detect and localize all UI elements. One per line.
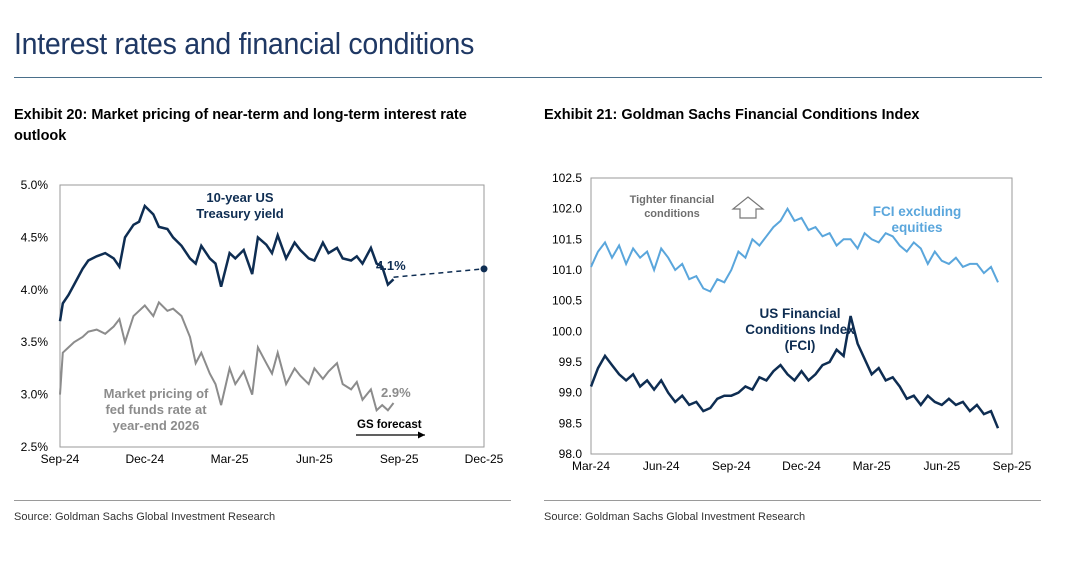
ex21-tighter-conditions-annotation: conditions: [644, 208, 700, 220]
ex21-series-fci-ex-equities: [590, 206, 999, 293]
ex21-y-tick-label: 102.5: [552, 171, 582, 185]
ex21-y-tick-label: 98.0: [559, 447, 583, 461]
ex20-y-tick-label: 4.0%: [21, 283, 49, 297]
exhibit-20-footer-rule: [14, 500, 511, 501]
ex21-x-tick-label: Sep-24: [712, 459, 751, 473]
ex20-x-tick-label: Dec-25: [465, 452, 504, 466]
exhibit-20-title: Exhibit 20: Market pricing of near-term …: [14, 107, 467, 144]
ex21-series-fci-ex-equities-label: equities: [891, 220, 942, 235]
ex21-y-tick-label: 101.5: [552, 232, 582, 246]
ex21-x-tick-label: Jun-24: [643, 459, 680, 473]
ex20-series-10y-label: 10-year US: [206, 190, 274, 205]
ex21-x-tick-label: Mar-25: [853, 459, 891, 473]
ex21-x-tick-label: Dec-24: [782, 459, 821, 473]
ex21-series-us-fci: [589, 315, 1000, 429]
ex20-y-tick-label: 4.5%: [21, 230, 49, 244]
ex20-fed-funds-end-label: 2.9%: [381, 385, 411, 400]
ex21-x-tick-label: Mar-24: [572, 459, 610, 473]
ex20-series-fed-funds: [59, 300, 395, 413]
ex20-gs-forecast-arrow-head: [418, 431, 425, 439]
ex21-series-fci-ex-equities-label: FCI excluding: [873, 204, 962, 219]
exhibit-21-source: Source: Goldman Sachs Global Investment …: [544, 511, 806, 523]
ex20-forecast-line: [393, 268, 485, 278]
ex20-x-tick-label: Jun-25: [296, 452, 333, 466]
ex20-x-tick-label: Mar-25: [211, 452, 249, 466]
ex21-y-tick-label: 99.0: [559, 386, 583, 400]
ex21-tighter-conditions-annotation: Tighter financial: [630, 194, 715, 206]
exhibit-21-footer-rule: [544, 500, 1041, 501]
ex20-series-10y-yield: [58, 203, 395, 322]
ex20-y-tick-label: 5.0%: [21, 178, 49, 192]
exhibit-21-title: Exhibit 21: Goldman Sachs Financial Cond…: [544, 107, 920, 123]
ex20-gs-forecast-annotation: GS forecast: [357, 419, 422, 431]
exhibit-20-source: Source: Goldman Sachs Global Investment …: [14, 511, 276, 523]
ex20-series-fed-funds-label: year-end 2026: [113, 418, 200, 433]
title-divider: [14, 77, 1042, 78]
ex21-series-us-fci-label: (FCI): [785, 338, 816, 353]
ex21-y-tick-label: 100.0: [552, 324, 582, 338]
ex20-y-tick-label: 3.0%: [21, 388, 49, 402]
ex20-10y-end-label: 4.1%: [376, 258, 406, 273]
ex21-up-arrow-icon: [731, 196, 765, 219]
ex21-y-tick-label: 98.5: [559, 416, 583, 430]
page-title: Interest rates and financial conditions: [14, 26, 475, 61]
ex20-series-10y-label: Treasury yield: [196, 206, 283, 221]
ex20-forecast-endpoint: [480, 265, 488, 273]
ex20-x-tick-label: Sep-25: [380, 452, 419, 466]
ex21-y-tick-label: 101.0: [552, 263, 582, 277]
ex20-y-tick-label: 3.5%: [21, 335, 49, 349]
ex21-plot-frame: [590, 177, 1013, 455]
ex21-x-tick-label: Sep-25: [993, 459, 1032, 473]
ex20-series-fed-funds-label: Market pricing of: [104, 386, 209, 401]
ex20-series-fed-funds-label: fed funds rate at: [105, 402, 207, 417]
ex20-y-tick-label: 2.5%: [21, 440, 49, 454]
ex20-x-tick-label: Dec-24: [125, 452, 164, 466]
ex20-x-tick-label: Sep-24: [41, 452, 80, 466]
ex21-y-tick-label: 102.0: [552, 202, 582, 216]
ex21-x-tick-label: Jun-25: [923, 459, 960, 473]
ex21-y-tick-label: 100.5: [552, 294, 582, 308]
ex21-series-us-fci-label: Conditions Index: [745, 322, 855, 337]
ex21-series-us-fci-label: US Financial: [759, 306, 840, 321]
ex21-y-tick-label: 99.5: [559, 355, 583, 369]
